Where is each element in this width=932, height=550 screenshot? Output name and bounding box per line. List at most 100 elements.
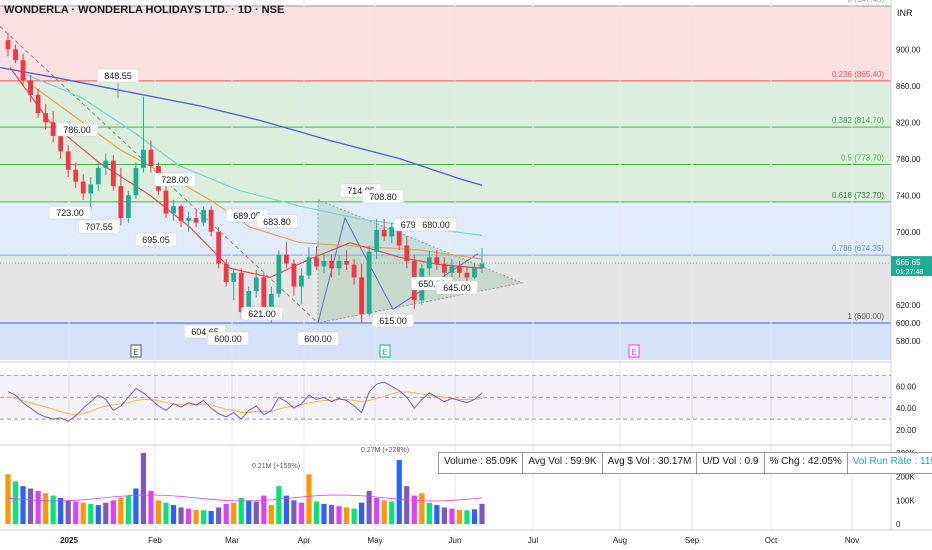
candle-body	[344, 260, 349, 265]
volume-bar-41	[313, 501, 320, 524]
fib-label-0.786: 0.786 (674.35)	[832, 244, 884, 253]
volume-bar-6	[50, 495, 56, 524]
volume-tick: 200K	[896, 473, 915, 482]
price-label-box	[77, 219, 121, 234]
candle-43	[329, 254, 334, 278]
candle-body	[208, 209, 214, 232]
stat-cell: % Chg : 42.05%	[765, 453, 848, 473]
time-tick: Oct	[765, 536, 778, 545]
volume-bar-37	[283, 495, 289, 524]
candle-body	[148, 149, 154, 167]
time-tick: 2025	[60, 536, 78, 545]
rsi-line	[7, 381, 483, 422]
candle-body	[35, 94, 41, 114]
price-label-text: 689.05	[233, 211, 261, 221]
fib-label-0.618: 0.618 (732.70)	[832, 191, 884, 200]
volume-bar-26	[201, 510, 207, 524]
price-label-text: 723.00	[56, 208, 84, 218]
volume-bar-19	[148, 490, 154, 524]
volume-bar-5	[43, 493, 49, 524]
volume-bar-48	[366, 490, 372, 524]
candle-0	[5, 32, 11, 57]
candle-body	[299, 275, 304, 287]
price-label-text: 848.55	[104, 71, 132, 81]
current-price-tag	[891, 256, 932, 277]
time-tick: Apr	[298, 536, 311, 545]
fib-zone-0	[0, 6, 891, 81]
candle-body	[223, 263, 229, 282]
price-label: 695.05	[134, 232, 178, 247]
volume-bar-12	[95, 505, 101, 524]
price-label-box	[255, 214, 299, 229]
volume-bar-45	[343, 507, 350, 524]
volume-bar-36	[276, 486, 282, 524]
candle-body	[95, 167, 101, 185]
volume-bar-24	[185, 508, 192, 524]
candle-53	[404, 236, 410, 269]
price-label: 723.00	[48, 205, 92, 220]
volume-bar-44	[336, 506, 342, 524]
candle-3	[28, 74, 33, 103]
price-tick: 700.00	[896, 228, 921, 237]
candle-44	[336, 255, 342, 276]
candle-22	[171, 199, 176, 221]
candle-body	[73, 169, 79, 182]
fib-zone-below	[0, 323, 891, 360]
volume-bar-17	[133, 488, 139, 524]
time-tick: May	[367, 536, 382, 545]
price-label-text: 650.00	[418, 279, 446, 289]
rsi-tick: 60.00	[896, 382, 917, 391]
volume-bar-42	[321, 503, 327, 524]
volume-tick: 100K	[896, 496, 915, 505]
fib-label-0: 0 (947.40)	[848, 0, 885, 4]
price-label-box	[435, 280, 479, 295]
earnings-marker-box	[628, 344, 640, 358]
price-label-text: 786.00	[63, 125, 91, 135]
candle-51	[389, 222, 395, 243]
candle-48	[366, 245, 372, 316]
time-tick: Jun	[449, 536, 462, 545]
sma-200-line	[0, 66, 483, 186]
currency-label: INR	[897, 8, 913, 18]
volume-bar-29	[223, 503, 229, 524]
volume-bar-52	[396, 460, 402, 524]
candle-49	[374, 218, 380, 260]
fib-zone-2	[0, 127, 891, 165]
volume-bar-10	[80, 502, 86, 524]
candle-body	[5, 40, 11, 50]
price-label: 600.00	[296, 331, 340, 346]
fib-label-0.236: 0.236 (865.40)	[832, 70, 884, 79]
candle-body	[238, 272, 244, 313]
candle-body	[216, 231, 222, 264]
candle-body	[457, 266, 462, 273]
price-label-box	[240, 306, 284, 321]
price-tick: 860.00	[896, 82, 921, 91]
price-label-text: 604.65	[191, 327, 219, 337]
candle-body	[13, 49, 18, 61]
price-label: 615.00	[371, 313, 415, 328]
candle-body	[366, 251, 372, 314]
candle-body	[306, 257, 312, 276]
candle-body	[449, 266, 455, 273]
price-label-text: 600.00	[214, 334, 242, 344]
countdown-text: 01:27:48	[896, 269, 923, 276]
candle-29	[223, 259, 229, 287]
candle-41	[314, 246, 319, 271]
candle-13	[103, 153, 109, 176]
candle-body	[133, 167, 139, 196]
volume-bar-60	[456, 509, 463, 524]
time-tick: Sep	[685, 536, 700, 545]
price-label-text: 680.00	[422, 220, 450, 230]
candle-body	[389, 227, 395, 237]
candle-body	[381, 229, 387, 237]
candle-body	[261, 277, 267, 313]
volume-stats-bar: Volume : 85.09K Avg Vol : 59.9K Avg $ Vol …	[438, 452, 932, 474]
volume-bar-50	[381, 500, 387, 524]
volume-bar-56	[426, 502, 432, 524]
volume-bar-7	[58, 497, 64, 524]
candle-body	[58, 135, 64, 152]
price-label-text: 708.80	[369, 192, 397, 202]
candle-12	[95, 163, 101, 191]
price-label: 728.00	[153, 172, 197, 187]
